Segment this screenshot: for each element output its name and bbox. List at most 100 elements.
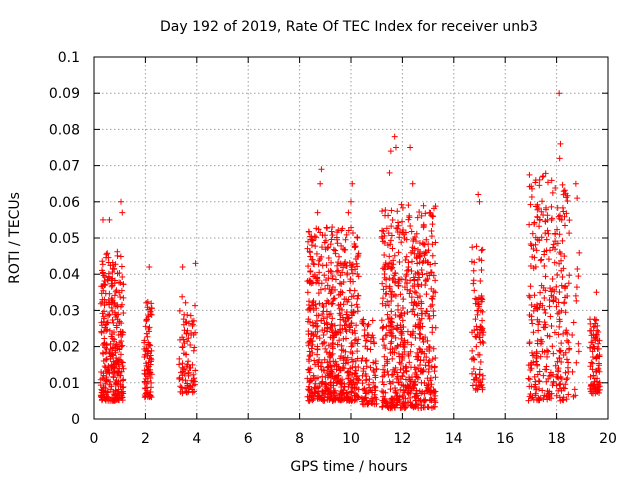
data-point-marker <box>382 302 389 309</box>
data-point-marker <box>331 295 338 302</box>
data-point-marker <box>418 379 425 386</box>
data-point-marker <box>118 338 125 345</box>
data-point-marker <box>561 187 568 194</box>
data-point-marker <box>531 219 538 226</box>
data-point-marker <box>317 286 324 293</box>
data-point-marker <box>119 363 126 370</box>
data-point-marker <box>117 198 124 205</box>
data-point-marker <box>531 373 538 380</box>
data-point-marker <box>532 390 539 397</box>
data-point-marker <box>560 208 567 215</box>
data-point-marker <box>548 292 555 299</box>
data-point-marker <box>353 372 360 379</box>
data-point-marker <box>571 386 578 393</box>
data-point-marker <box>180 365 187 372</box>
y-tick-label: 0 <box>71 412 80 428</box>
data-point-marker <box>547 369 554 376</box>
data-point-marker <box>561 285 568 292</box>
data-point-marker <box>312 234 319 241</box>
data-point-marker <box>381 372 388 379</box>
data-point-marker <box>429 221 436 228</box>
data-point-marker <box>416 274 423 281</box>
data-point-marker <box>101 302 108 309</box>
data-point-marker <box>407 378 414 385</box>
data-point-marker <box>414 269 421 276</box>
data-point-marker <box>359 355 366 362</box>
data-point-marker <box>113 354 120 361</box>
data-point-marker <box>410 403 417 410</box>
data-point-marker <box>144 304 151 311</box>
data-point-marker <box>527 240 534 247</box>
data-point-marker <box>542 170 549 177</box>
data-point-marker <box>590 372 597 379</box>
data-point-marker <box>192 367 199 374</box>
data-point-marker <box>544 216 551 223</box>
data-point-marker <box>413 289 420 296</box>
data-point-marker <box>117 253 124 260</box>
data-point-marker <box>426 397 433 404</box>
data-point-marker <box>397 322 404 329</box>
data-point-marker <box>418 349 425 356</box>
data-point-marker <box>343 231 350 238</box>
data-point-marker <box>565 339 572 346</box>
data-point-marker <box>399 218 406 225</box>
data-point-marker <box>474 311 481 318</box>
data-point-marker <box>328 384 335 391</box>
data-point-marker <box>385 302 392 309</box>
data-point-marker <box>417 331 424 338</box>
data-point-marker <box>328 326 335 333</box>
data-point-marker <box>366 376 373 383</box>
data-point-marker <box>187 365 194 372</box>
data-point-marker <box>549 244 556 251</box>
data-point-marker <box>141 337 148 344</box>
data-point-marker <box>346 369 353 376</box>
data-point-marker <box>399 226 406 233</box>
data-point-marker <box>529 320 536 327</box>
data-point-marker <box>540 372 547 379</box>
data-point-marker <box>552 184 559 191</box>
data-point-marker <box>326 286 333 293</box>
data-point-marker <box>141 385 148 392</box>
data-point-marker <box>432 277 439 284</box>
data-point-marker <box>330 339 337 346</box>
data-point-marker <box>309 319 316 326</box>
data-point-marker <box>592 390 599 397</box>
data-point-marker <box>380 381 387 388</box>
data-point-marker <box>549 275 556 282</box>
data-point-marker <box>554 271 561 278</box>
data-point-marker <box>381 353 388 360</box>
data-point-marker <box>536 368 543 375</box>
data-point-marker <box>104 250 111 257</box>
data-point-marker <box>420 357 427 364</box>
data-point-marker <box>101 296 108 303</box>
data-point-marker <box>387 346 394 353</box>
data-point-marker <box>380 295 387 302</box>
data-point-marker <box>118 394 125 401</box>
data-point-marker <box>396 276 403 283</box>
data-point-marker <box>410 385 417 392</box>
data-point-marker <box>556 347 563 354</box>
data-point-marker <box>391 368 398 375</box>
data-point-marker <box>593 317 600 324</box>
data-point-marker <box>318 317 325 324</box>
data-point-marker <box>104 319 111 326</box>
data-point-marker <box>324 364 331 371</box>
data-point-marker <box>397 312 404 319</box>
data-point-marker <box>473 323 480 330</box>
data-point-marker <box>342 326 349 333</box>
data-point-marker <box>98 322 105 329</box>
data-point-marker <box>118 388 125 395</box>
y-tick-label: 0.05 <box>49 231 80 247</box>
data-point-marker <box>178 384 185 391</box>
data-point-marker <box>342 246 349 253</box>
data-point-marker <box>148 347 155 354</box>
data-point-marker <box>541 263 548 270</box>
data-point-marker <box>535 397 542 404</box>
data-point-marker <box>350 379 357 386</box>
data-point-marker <box>147 392 154 399</box>
data-point-marker <box>534 214 541 221</box>
data-point-marker <box>184 361 191 368</box>
data-point-marker <box>566 346 573 353</box>
data-point-marker <box>530 307 537 314</box>
data-point-marker <box>318 359 325 366</box>
